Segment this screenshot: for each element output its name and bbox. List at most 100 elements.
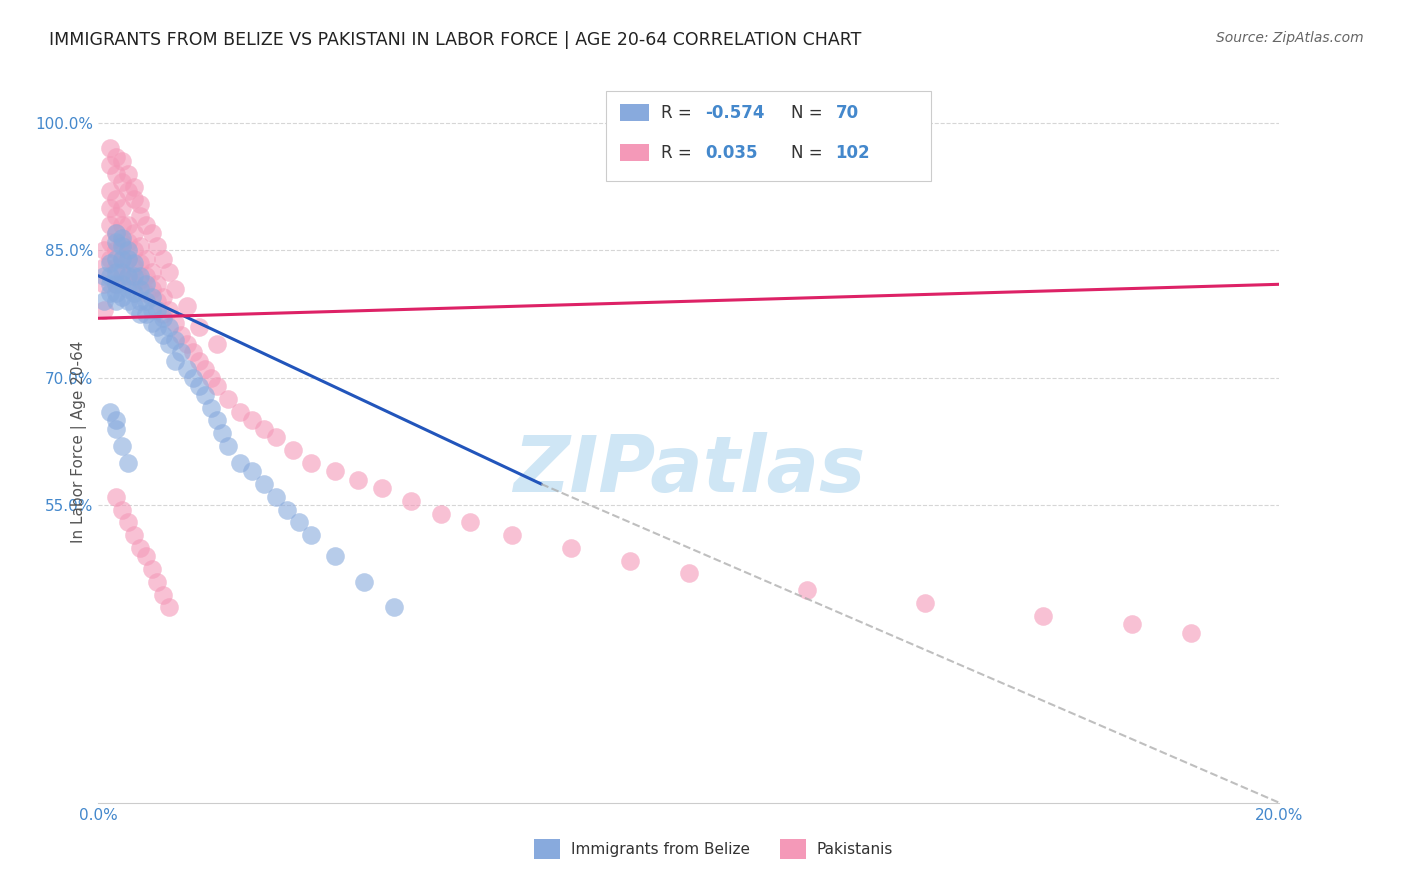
- Point: [430, 507, 453, 521]
- Point: [117, 294, 139, 309]
- Point: [111, 201, 134, 215]
- Point: [240, 464, 263, 478]
- Point: [135, 285, 157, 300]
- Point: [122, 227, 145, 241]
- Point: [128, 541, 150, 555]
- Point: [122, 277, 145, 292]
- Point: [117, 235, 139, 249]
- Point: [187, 353, 209, 368]
- Point: [111, 252, 134, 266]
- Point: [117, 244, 139, 258]
- Text: R =: R =: [661, 103, 696, 122]
- Point: [157, 319, 180, 334]
- Point: [105, 244, 128, 258]
- Point: [128, 196, 150, 211]
- Point: [914, 596, 936, 610]
- Point: [122, 244, 145, 258]
- FancyBboxPatch shape: [620, 104, 648, 121]
- Point: [111, 230, 134, 244]
- Point: [152, 252, 174, 266]
- Point: [165, 353, 187, 368]
- Point: [111, 277, 134, 292]
- Point: [98, 405, 121, 419]
- Point: [157, 264, 180, 278]
- Text: 102: 102: [835, 144, 870, 161]
- Point: [353, 574, 375, 589]
- Point: [299, 528, 322, 542]
- Point: [157, 600, 180, 615]
- Point: [205, 336, 228, 351]
- Point: [98, 268, 121, 283]
- Point: [217, 392, 239, 406]
- Text: N =: N =: [790, 103, 827, 122]
- Point: [98, 158, 121, 172]
- Point: [117, 252, 139, 266]
- Point: [157, 302, 180, 317]
- Point: [105, 285, 128, 300]
- Point: [93, 260, 115, 275]
- Point: [111, 239, 134, 253]
- Point: [141, 316, 163, 330]
- Point: [98, 201, 121, 215]
- Point: [98, 218, 121, 232]
- Point: [299, 456, 322, 470]
- Text: N =: N =: [790, 144, 827, 161]
- Point: [117, 456, 139, 470]
- Point: [205, 413, 228, 427]
- Point: [382, 600, 405, 615]
- Point: [176, 336, 198, 351]
- Point: [152, 588, 174, 602]
- Point: [128, 268, 150, 283]
- Point: [194, 388, 217, 402]
- Point: [401, 494, 423, 508]
- Point: [111, 252, 134, 266]
- Point: [135, 252, 157, 266]
- Point: [93, 268, 115, 283]
- Text: 70: 70: [835, 103, 859, 122]
- Point: [128, 294, 150, 309]
- Point: [98, 252, 121, 266]
- Text: Immigrants from Belize: Immigrants from Belize: [571, 842, 749, 856]
- Point: [105, 260, 128, 275]
- Point: [276, 502, 298, 516]
- Point: [111, 218, 134, 232]
- Point: [105, 490, 128, 504]
- Point: [165, 281, 187, 295]
- Point: [1121, 617, 1143, 632]
- Point: [117, 167, 139, 181]
- Point: [152, 328, 174, 343]
- Point: [111, 235, 134, 249]
- Point: [211, 425, 233, 440]
- Point: [105, 277, 128, 292]
- Point: [194, 362, 217, 376]
- Point: [229, 405, 252, 419]
- Point: [146, 294, 169, 309]
- Point: [111, 502, 134, 516]
- Point: [501, 528, 523, 542]
- Point: [157, 336, 180, 351]
- Point: [152, 311, 174, 326]
- Point: [111, 264, 134, 278]
- Text: Pakistanis: Pakistanis: [817, 842, 893, 856]
- Point: [105, 167, 128, 181]
- Point: [105, 422, 128, 436]
- Point: [135, 277, 157, 292]
- Point: [93, 294, 115, 309]
- Point: [217, 439, 239, 453]
- Point: [170, 345, 193, 359]
- Point: [678, 566, 700, 581]
- Point: [105, 264, 128, 278]
- FancyBboxPatch shape: [606, 91, 931, 181]
- Point: [128, 239, 150, 253]
- Text: 0.035: 0.035: [706, 144, 758, 161]
- Point: [253, 422, 276, 436]
- Text: R =: R =: [661, 144, 696, 161]
- Point: [796, 583, 818, 598]
- Point: [146, 239, 169, 253]
- Point: [105, 277, 128, 292]
- Text: Source: ZipAtlas.com: Source: ZipAtlas.com: [1216, 31, 1364, 45]
- Point: [98, 277, 121, 292]
- Point: [117, 218, 139, 232]
- Point: [240, 413, 263, 427]
- Point: [128, 281, 150, 295]
